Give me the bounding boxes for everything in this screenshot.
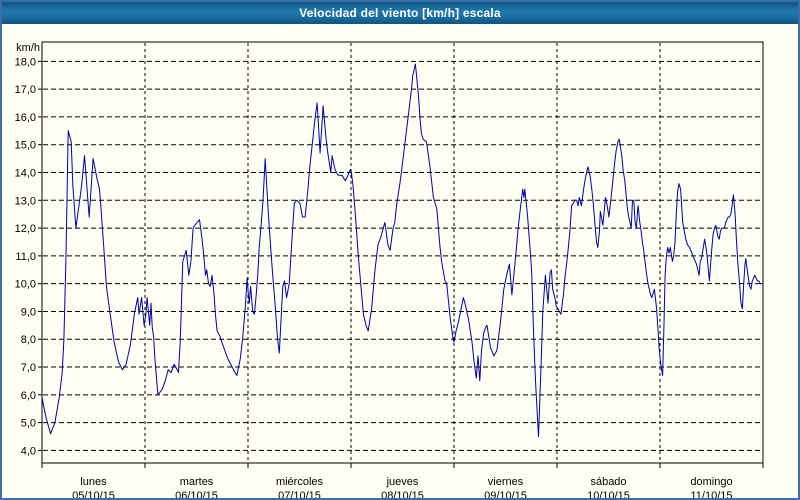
day-name-label: miércoles [276, 476, 324, 488]
day-name-label: sábado [590, 476, 626, 488]
day-name-label: viernes [488, 476, 524, 488]
y-tick-label: 10,0 [15, 279, 36, 291]
day-date-label: 10/10/15 [587, 490, 630, 500]
y-tick-label: 8,0 [21, 334, 36, 346]
day-date-label: 11/10/15 [690, 490, 732, 500]
y-tick-label: 13,0 [15, 195, 36, 207]
day-date-label: 05/10/15 [72, 490, 115, 500]
y-tick-label: 17,0 [15, 84, 36, 96]
y-tick-label: 16,0 [15, 112, 36, 124]
title-bar: Velocidad del viento [km/h] escala [2, 2, 798, 24]
y-tick-label: 4,0 [21, 445, 36, 457]
y-tick-label: 11,0 [15, 251, 36, 263]
y-tick-label: 18,0 [15, 56, 36, 68]
day-name-label: lunes [80, 476, 107, 488]
y-axis-unit-label: km/h [16, 42, 40, 54]
day-name-label: domingo [690, 476, 732, 488]
y-tick-label: 14,0 [15, 168, 36, 180]
day-date-label: 09/10/15 [484, 490, 527, 500]
day-name-label: jueves [386, 476, 419, 488]
day-date-label: 07/10/15 [278, 490, 321, 500]
day-date-label: 08/10/15 [381, 490, 424, 500]
y-tick-label: 12,0 [15, 223, 36, 235]
y-tick-label: 15,0 [15, 140, 36, 152]
y-tick-label: 7,0 [21, 362, 36, 374]
y-tick-label: 5,0 [21, 418, 36, 430]
day-date-label: 06/10/15 [175, 490, 218, 500]
day-name-label: martes [180, 476, 214, 488]
y-tick-label: 6,0 [21, 390, 36, 402]
y-tick-label: 9,0 [21, 306, 36, 318]
chart-title: Velocidad del viento [km/h] escala [299, 6, 501, 20]
wind-speed-line [41, 63, 763, 437]
plot-border [41, 41, 764, 464]
